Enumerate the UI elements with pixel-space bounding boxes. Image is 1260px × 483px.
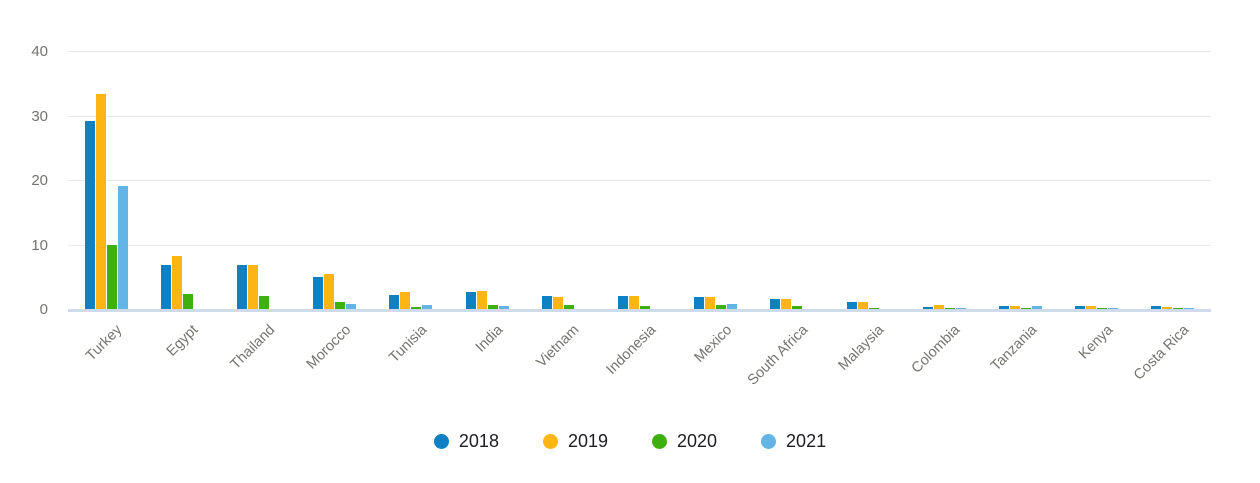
bar-2018-indonesia[interactable] [618,296,628,309]
y-axis-tick-label: 20 [31,172,48,189]
bar-2021-mexico[interactable] [727,303,738,309]
bar-2020-indonesia[interactable] [640,306,650,309]
y-axis-tick-label: 10 [31,236,48,254]
bar-2019-malaysia[interactable] [857,301,868,309]
bar-2019-tanzania[interactable] [1010,306,1020,309]
legend-marker-icon [433,434,449,449]
bar-2020-costa-rica[interactable] [1173,307,1184,309]
bar-2019-tunisia[interactable] [400,291,411,309]
legend-item-2021[interactable]: 2021 [761,431,826,452]
legend-item-2020[interactable]: 2020 [652,431,717,452]
bar-2020-morocco[interactable] [335,301,346,309]
bar-2019-vietnam[interactable] [552,296,563,309]
y-axis-tick-label: 30 [31,107,48,125]
bar-2021-tunisia[interactable] [422,305,433,309]
bar-2018-turkey[interactable] [84,120,95,309]
bar-2019-thailand[interactable] [248,264,258,309]
bar-2018-costa-rica[interactable] [1151,306,1162,309]
bar-2020-thailand[interactable] [259,296,269,309]
bar-2020-turkey[interactable] [106,245,117,309]
bar-2019-india[interactable] [476,290,487,309]
gridline [68,180,1211,181]
bar-2020-colombia[interactable] [944,308,955,309]
bar-2020-vietnam[interactable] [563,304,574,309]
bar-2021-kenya[interactable] [1108,308,1119,309]
bar-2021-turkey[interactable] [117,186,128,309]
bar-2020-kenya[interactable] [1097,308,1108,309]
bar-2019-indonesia[interactable] [629,295,639,309]
x-axis-line [68,309,1211,312]
bar-2021-colombia[interactable] [955,308,966,309]
gridline [68,115,1211,117]
legend-item-label: 2018 [458,431,499,451]
gridline [68,244,1211,246]
legend-item-label: 2020 [677,431,718,451]
bar-2020-mexico[interactable] [716,305,727,309]
bar-2019-morocco[interactable] [324,273,335,309]
y-axis-tick-label: 0 [39,301,48,318]
bar-2021-morocco[interactable] [346,303,357,309]
legend-item-2019[interactable]: 2019 [542,431,608,452]
legend-marker-icon [652,434,667,449]
y-axis-tick-label: 40 [31,43,48,60]
bar-2018-tanzania[interactable] [999,306,1009,309]
bar-2019-costa-rica[interactable] [1162,306,1173,309]
bar-2019-egypt[interactable] [171,256,182,309]
bar-2020-south-africa[interactable] [792,306,803,309]
bar-2020-malaysia[interactable] [868,308,879,309]
bar-2019-mexico[interactable] [705,296,716,309]
bar-2021-tanzania[interactable] [1032,306,1042,309]
bar-2018-colombia[interactable] [922,307,933,309]
legend-marker-icon [761,434,777,449]
bar-2019-south-africa[interactable] [781,298,792,309]
legend-item-label: 2021 [786,431,827,451]
gridline [68,51,1211,52]
bar-2021-india[interactable] [498,306,509,309]
bar-2018-thailand[interactable] [237,264,247,309]
bar-2018-tunisia[interactable] [389,294,400,309]
bar-2018-vietnam[interactable] [541,296,552,309]
bar-2018-mexico[interactable] [694,296,705,309]
bar-2021-costa-rica[interactable] [1184,308,1195,309]
legend-marker-icon [542,434,558,449]
bar-2020-egypt[interactable] [182,294,193,309]
bar-2018-malaysia[interactable] [846,301,857,309]
legend-item-2018[interactable]: 2018 [433,431,499,452]
bar-2018-kenya[interactable] [1075,306,1086,309]
bar-2018-south-africa[interactable] [770,299,781,309]
bar-2018-egypt[interactable] [160,265,171,309]
bar-2019-colombia[interactable] [933,304,944,309]
bar-2019-kenya[interactable] [1086,306,1097,309]
bar-2018-morocco[interactable] [313,276,324,310]
legend-item-label: 2019 [567,431,608,451]
bar-2020-india[interactable] [487,305,498,309]
bar-2019-turkey[interactable] [95,93,106,309]
bar-2020-tunisia[interactable] [411,307,422,309]
bar-2018-india[interactable] [465,291,476,309]
bar-2020-tanzania[interactable] [1021,308,1031,309]
legend: 2018 2019 2020 2021 [0,431,1260,452]
